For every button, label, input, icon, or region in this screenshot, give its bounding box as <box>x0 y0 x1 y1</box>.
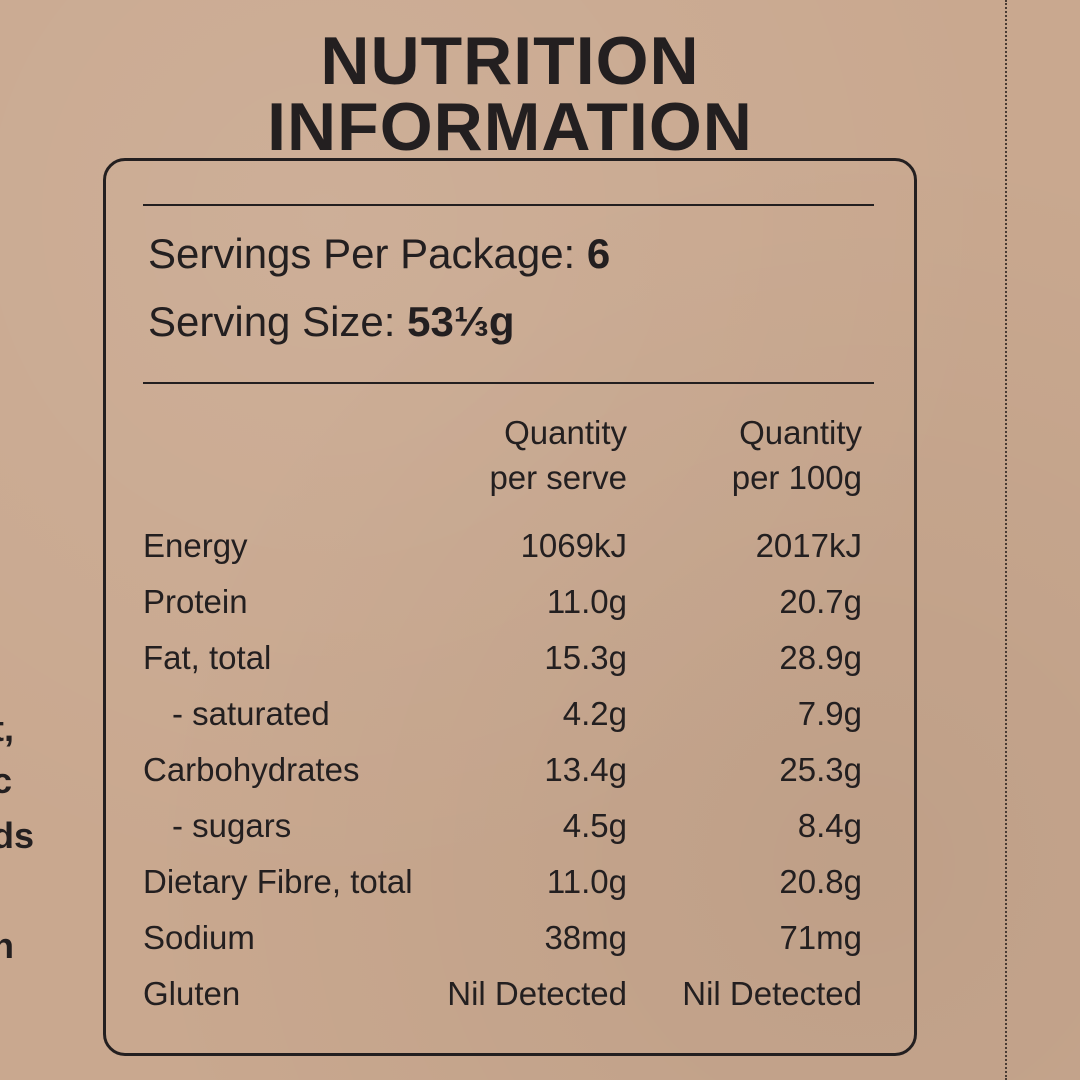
label: Servings Per Package: <box>148 230 576 277</box>
row-label: Sodium <box>143 919 255 956</box>
serving-size-line: Serving Size: 53⅓g <box>148 298 515 346</box>
column-header: per serve <box>489 459 627 496</box>
row-label: Protein <box>143 583 248 620</box>
cut-text: c <box>0 760 13 801</box>
row-value: 4.5g <box>562 807 627 844</box>
row-label: - sugars <box>172 807 292 844</box>
row-value: 11.0g <box>546 583 627 620</box>
row-label: Carbohydrates <box>143 751 360 788</box>
row-label: Dietary Fibre, total <box>143 863 413 900</box>
fold-line <box>1005 0 1007 1080</box>
row-value: 2017kJ <box>755 527 862 564</box>
row-value: 13.4g <box>544 751 627 788</box>
rule <box>143 382 874 384</box>
row-label: Fat, total <box>143 639 272 676</box>
row-value: 20.8g <box>779 863 862 900</box>
row-value: 38mg <box>544 919 627 956</box>
row-value: 28.9g <box>779 639 862 676</box>
row-value: 4.2g <box>562 695 627 732</box>
row-value: 25.3g <box>779 751 862 788</box>
value: 6 <box>586 230 611 277</box>
row-value: 7.9g <box>797 695 862 732</box>
row-label: Gluten <box>143 975 241 1012</box>
column-header: Quantity <box>504 414 627 451</box>
cut-text: t, <box>0 708 14 749</box>
value: 53⅓g <box>407 298 515 345</box>
row-label: Energy <box>143 527 248 564</box>
row-value: 71mg <box>779 919 862 956</box>
title: NUTRITION <box>320 23 700 99</box>
column-header: Quantity <box>739 414 862 451</box>
row-value: 20.7g <box>779 583 862 620</box>
column-header: per 100g <box>731 459 862 496</box>
row-value: 1069kJ <box>520 527 627 564</box>
row-value: 11.0g <box>546 863 627 900</box>
row-label: - saturated <box>172 695 330 732</box>
title: INFORMATION <box>267 89 753 165</box>
row-value: 15.3g <box>544 639 627 676</box>
rule <box>143 204 874 206</box>
cut-text: n <box>0 925 14 966</box>
row-value: Nil Detected <box>447 975 627 1012</box>
row-value: Nil Detected <box>682 975 862 1012</box>
label: Serving Size: <box>148 298 396 345</box>
cut-text: ds <box>0 815 35 856</box>
servings-line: Servings Per Package: 6 <box>148 230 610 278</box>
panel <box>103 158 917 1056</box>
row-value: 8.4g <box>797 807 862 844</box>
cut-text: , <box>0 872 2 914</box>
